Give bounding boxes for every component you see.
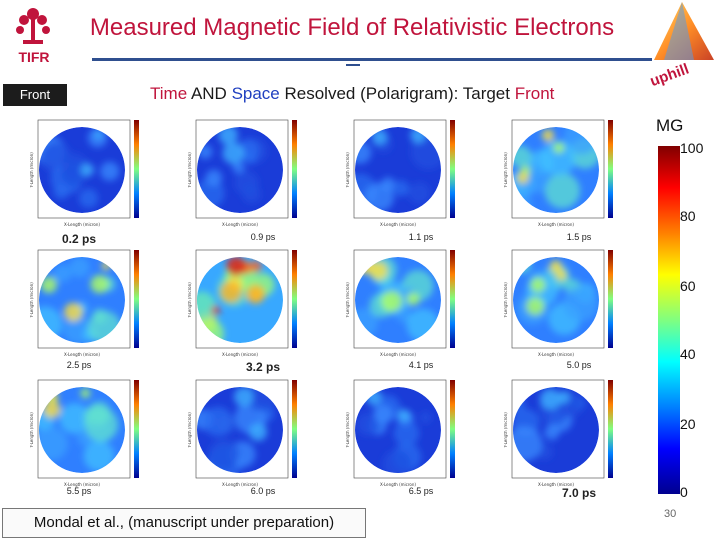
y-axis-label: Y-Length (micron) [346,282,350,319]
y-axis-label: Y-Length (micron) [30,412,34,449]
time-label: 0.9 ps [250,232,276,242]
x-axis-label: X-Length (micron) [222,222,258,227]
time-label: 1.5 ps [566,232,592,242]
time-label: 2.5 ps [66,360,92,370]
y-axis-label: Y-Length (micron) [188,282,192,319]
y-axis-label: Y-Length (micron) [188,412,192,449]
polarigram-panel: X-Length (micron) Y-Length (micron) [346,378,476,488]
polarigram-panel: X-Length (micron) Y-Length (micron) [504,248,634,358]
title-underline-accent [346,64,360,66]
polarigram-panel: X-Length (micron) Y-Length (micron) [504,118,634,228]
x-axis-label: X-Length (micron) [64,482,100,487]
polarigram-panel: X-Length (micron) Y-Length (micron) [188,118,318,228]
subtitle-space: Space [231,84,280,103]
time-label: 5.0 ps [566,360,592,370]
polarigram-panel: X-Length (micron) Y-Length (micron) [30,248,160,358]
tifr-logo: TIFR [6,4,62,68]
time-label: 6.0 ps [250,486,276,496]
time-label: 4.1 ps [408,360,434,370]
tifr-logo-text: TIFR [18,49,49,65]
y-axis-label: Y-Length (micron) [30,152,34,189]
colorbar-title: MG [656,116,684,135]
polarigram-panel: X-Length (micron) Y-Length (micron) [188,378,318,488]
time-label: 3.2 ps [245,360,281,374]
uphill-logo-text: uphill [648,61,691,91]
y-axis-label: Y-Length (micron) [30,282,34,319]
y-axis-label: Y-Length (micron) [504,412,508,449]
colorbar [658,146,680,494]
x-axis-label: X-Length (micron) [222,352,258,357]
x-axis-label: X-Length (micron) [222,482,258,487]
x-axis-label: X-Length (micron) [538,482,574,487]
subtitle-rest: Resolved (Polarigram): Target [279,84,515,103]
slide-title: Measured Magnetic Field of Relativistic … [89,14,615,41]
y-axis-label: Y-Length (micron) [504,152,508,189]
time-label: 1.1 ps [408,232,434,242]
x-axis-label: X-Length (micron) [380,482,416,487]
subtitle-time: Time [150,84,188,103]
polarigram-panel: X-Length (micron) Y-Length (micron) [346,248,476,358]
y-axis-label: Y-Length (micron) [188,152,192,189]
time-label: 5.5 ps [66,486,92,496]
colorbar-tick-label: 20 [680,416,696,432]
x-axis-label: X-Length (micron) [64,222,100,227]
x-axis-label: X-Length (micron) [380,352,416,357]
subtitle-and: AND [187,84,232,103]
time-label: 0.2 ps [61,232,97,246]
polarigram-panel: X-Length (micron) Y-Length (micron) [30,378,160,488]
x-axis-label: X-Length (micron) [380,222,416,227]
colorbar-tick-label: 100 [680,140,704,156]
y-axis-label: Y-Length (micron) [346,152,350,189]
x-axis-label: X-Length (micron) [538,352,574,357]
y-axis-label: Y-Length (micron) [504,282,508,319]
subtitle-front: Front [514,84,555,103]
title-underline [92,58,652,61]
uphill-logo: uphill [644,0,720,100]
time-label: 6.5 ps [408,486,434,496]
time-label: 7.0 ps [561,486,597,500]
x-axis-label: X-Length (micron) [538,222,574,227]
polarigram-panel: X-Length (micron) Y-Length (micron) [30,118,160,228]
polarigram-panel: X-Length (micron) Y-Length (micron) [188,248,318,358]
x-axis-label: X-Length (micron) [64,352,100,357]
y-axis-label: Y-Length (micron) [346,412,350,449]
colorbar-tick-label: 40 [680,346,696,362]
colorbar-tick-label: 0 [680,484,688,500]
polarigram-panel: X-Length (micron) Y-Length (micron) [346,118,476,228]
polarigram-panel: X-Length (micron) Y-Length (micron) [504,378,634,488]
subtitle: Time AND Space Resolved (Polarigram): Ta… [150,84,554,104]
citation-box: Mondal et al., (manuscript under prepara… [2,508,366,538]
colorbar-tick-label: 60 [680,278,696,294]
page-number: 30 [664,508,677,520]
front-badge: Front [3,84,67,106]
colorbar-tick-label: 80 [680,208,696,224]
